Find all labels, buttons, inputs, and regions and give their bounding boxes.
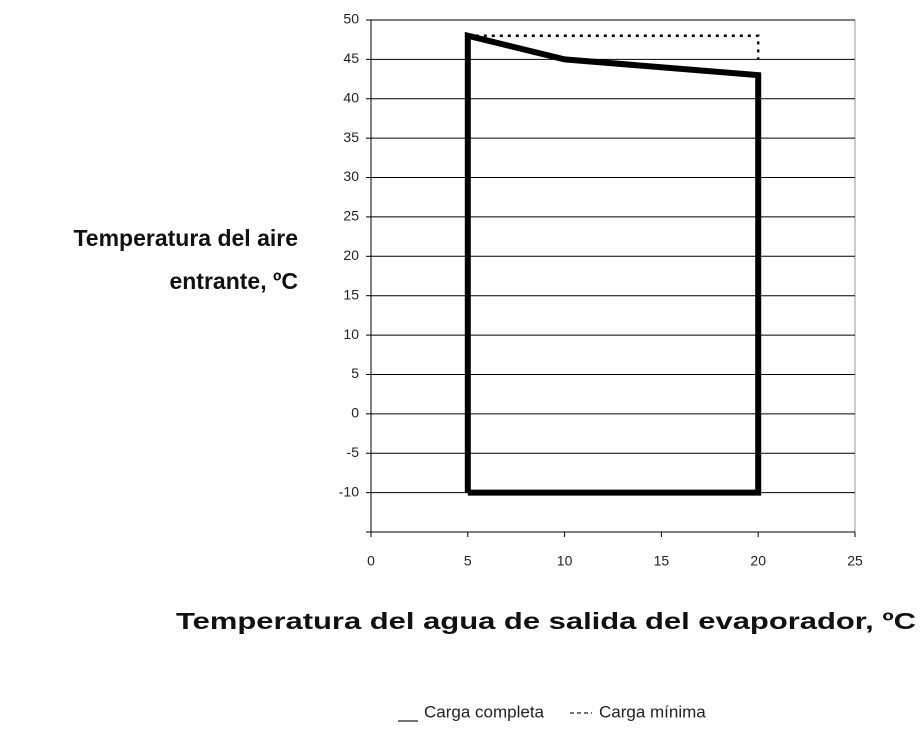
y-tick-label: 0 (351, 405, 359, 421)
y-tick-label: 25 (343, 208, 359, 224)
x-tick-label: 5 (464, 553, 472, 569)
y-tick-label: 40 (343, 89, 359, 105)
y-tick-label: 20 (343, 247, 359, 263)
y-tick-label: 35 (343, 129, 359, 145)
y-axis-label: Temperatura del aire (73, 225, 298, 251)
x-tick-label: 15 (654, 553, 670, 569)
y-tick-label: 30 (343, 168, 359, 184)
y-tick-label: 45 (343, 50, 359, 66)
y-tick-label: 50 (343, 11, 359, 27)
y-tick-label: -5 (347, 444, 360, 460)
x-tick-label: 20 (750, 553, 766, 569)
y-tick-label: 10 (343, 326, 359, 342)
x-tick-label: 10 (557, 553, 573, 569)
x-tick-label: 25 (847, 553, 863, 569)
legend-label: Carga completa (424, 702, 545, 721)
series-line (467, 34, 760, 60)
y-tick-label: 5 (351, 365, 359, 381)
x-axis-label: Temperatura del agua de salida del evapo… (176, 608, 916, 634)
legend: Carga completa Carga mínima (398, 702, 706, 722)
y-tick-label: -10 (339, 483, 359, 499)
x-tick-label: 0 (367, 553, 375, 569)
y-tick-label: 15 (343, 286, 359, 302)
legend-label: Carga mínima (599, 702, 706, 721)
series-line (464, 31, 762, 496)
y-axis-label: entrante, ºC (169, 268, 298, 294)
